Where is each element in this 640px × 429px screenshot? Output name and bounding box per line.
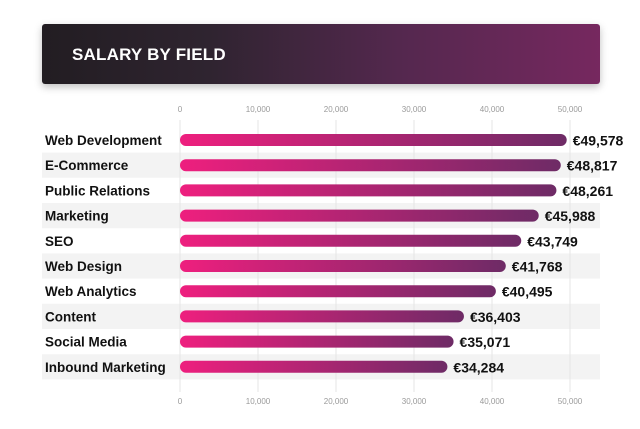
tick-label-top: 0 (178, 105, 183, 114)
chart-title: SALARY BY FIELD (72, 45, 226, 64)
bar (180, 310, 464, 323)
tick-label-top: 10,000 (246, 105, 271, 114)
tick-label-top: 30,000 (402, 105, 427, 114)
tick-label-bottom: 40,000 (480, 397, 505, 406)
value-label: €41,768 (512, 259, 563, 275)
tick-label-top: 20,000 (324, 105, 349, 114)
bar (180, 360, 448, 373)
bar (180, 260, 506, 272)
tick-label-top: 50,000 (558, 105, 583, 114)
category-label: Content (45, 309, 96, 324)
tick-label-bottom: 20,000 (324, 397, 349, 406)
bar (180, 134, 567, 146)
bar (180, 209, 539, 222)
tick-label-bottom: 0 (178, 397, 183, 406)
category-label: SEO (45, 234, 74, 249)
bar (180, 159, 561, 172)
bar (180, 184, 557, 197)
category-label: Public Relations (45, 183, 150, 198)
category-label: E-Commerce (45, 158, 129, 173)
value-label: €49,578 (573, 133, 624, 149)
title-banner: SALARY BY FIELD (42, 24, 600, 84)
value-label: €40,495 (502, 284, 553, 300)
category-label: Social Media (45, 335, 127, 350)
category-label: Web Development (45, 133, 162, 148)
tick-label-bottom: 10,000 (246, 397, 271, 406)
category-label: Web Analytics (45, 284, 137, 299)
value-label: €36,403 (470, 309, 521, 325)
category-label: Inbound Marketing (45, 360, 166, 375)
category-label: Marketing (45, 209, 109, 224)
bar (180, 234, 522, 247)
value-label: €48,261 (562, 183, 613, 199)
category-label: Web Design (45, 259, 122, 274)
value-label: €45,988 (545, 208, 596, 224)
tick-label-bottom: 30,000 (402, 397, 427, 406)
bar (180, 285, 496, 298)
value-label: €43,749 (527, 233, 578, 249)
tick-label-top: 40,000 (480, 105, 505, 114)
value-label: €35,071 (460, 334, 511, 350)
value-label: €48,817 (567, 158, 618, 174)
value-label: €34,284 (453, 359, 504, 375)
bar (180, 335, 454, 348)
tick-label-bottom: 50,000 (558, 397, 583, 406)
